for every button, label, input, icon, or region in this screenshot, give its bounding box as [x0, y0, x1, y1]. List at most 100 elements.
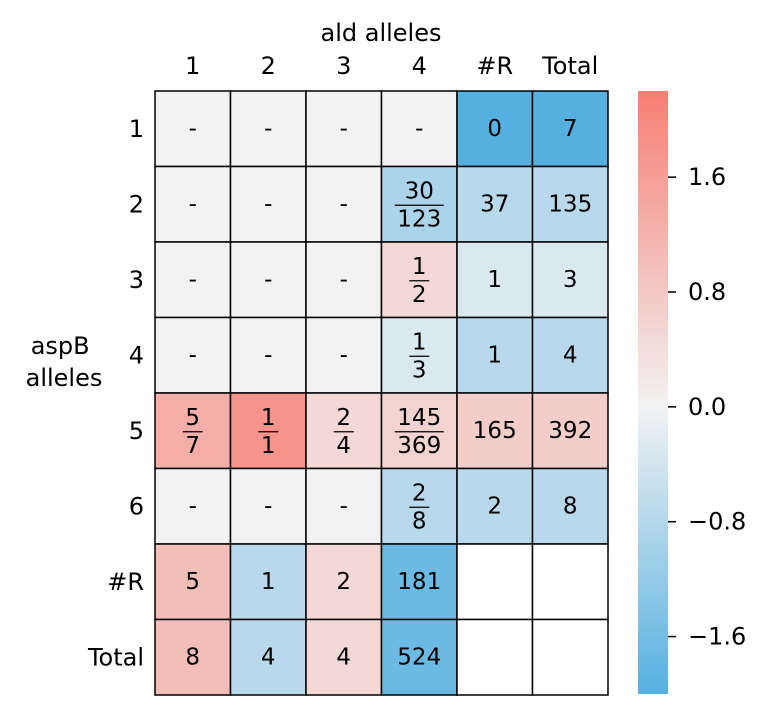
- heatmap-cell: 4: [229, 618, 307, 696]
- row-label: Total: [87, 643, 144, 671]
- column-label: 3: [336, 52, 351, 80]
- heatmap-cell-fill: [531, 467, 609, 545]
- heatmap-cell-fill: [229, 467, 307, 545]
- heatmap-cell-fill: [531, 543, 609, 621]
- cell-value: -: [415, 116, 423, 142]
- cell-value: -: [340, 493, 348, 519]
- heatmap-cell-fill: [531, 241, 609, 319]
- heatmap-cell: -: [229, 467, 307, 545]
- heatmap-cell: 12: [380, 241, 458, 319]
- cell-value: -: [264, 116, 272, 142]
- heatmap-cell-fill: [154, 241, 232, 319]
- column-label: #R: [476, 52, 513, 80]
- heatmap-cell: 13: [380, 316, 458, 394]
- heatmap-cell: 2: [456, 467, 534, 545]
- heatmap-cell-fill: [229, 241, 307, 319]
- heatmap-cell: [531, 543, 609, 621]
- colorbar-tick-label: −0.8: [688, 508, 746, 536]
- heatmap-cell-fill: [456, 241, 534, 319]
- cell-value: 1: [261, 569, 276, 595]
- heatmap-cell-fill: [380, 392, 458, 470]
- cell-numerator: 2: [336, 405, 351, 431]
- heatmap-cell: -: [154, 90, 232, 168]
- cell-value: 4: [563, 342, 578, 368]
- cell-value: -: [189, 116, 197, 142]
- heatmap-cell-fill: [456, 316, 534, 394]
- cell-numerator: 30: [405, 178, 434, 204]
- heatmap-cell-fill: [380, 618, 458, 696]
- heatmap-cell-fill: [305, 392, 383, 470]
- colorbar-tick-label: −1.6: [688, 623, 746, 651]
- cell-value: -: [264, 493, 272, 519]
- heatmap-cell-fill: [531, 392, 609, 470]
- column-label: Total: [541, 52, 598, 80]
- heatmap-cell-fill: [305, 241, 383, 319]
- cell-value: -: [340, 116, 348, 142]
- heatmap-cell: -: [229, 90, 307, 168]
- cell-value: 135: [548, 191, 592, 217]
- row-label: 6: [129, 492, 144, 520]
- heatmap-cell: 28: [380, 467, 458, 545]
- heatmap-cell-fill: [154, 90, 232, 168]
- cell-denominator: 2: [412, 282, 427, 308]
- heatmap-cell: 5: [154, 543, 232, 621]
- heatmap-cell: 7: [531, 90, 609, 168]
- heatmap-cell-fill: [380, 316, 458, 394]
- heatmap-cell: 3: [531, 241, 609, 319]
- heatmap-cell-fill: [305, 316, 383, 394]
- cell-denominator: 4: [336, 433, 351, 459]
- column-labels: 1 2 3 4 #R Total: [185, 52, 598, 80]
- row-label: 4: [129, 341, 144, 369]
- cell-value: 392: [548, 418, 592, 444]
- cell-value: 4: [261, 644, 276, 670]
- row-label: #R: [107, 568, 144, 596]
- heatmap-cell-fill: [380, 165, 458, 243]
- heatmap-cell-fill: [456, 543, 534, 621]
- heatmap-cell: -: [305, 241, 383, 319]
- column-label: 4: [412, 52, 427, 80]
- cell-value: 0: [487, 116, 502, 142]
- heatmap-cell: 11: [229, 392, 307, 470]
- heatmap-cell-fill: [531, 618, 609, 696]
- cell-value: -: [264, 267, 272, 293]
- heatmap-cell: -: [305, 165, 383, 243]
- cell-denominator: 369: [397, 433, 441, 459]
- heatmap-cell: -: [380, 90, 458, 168]
- heatmap-cell-fill: [229, 165, 307, 243]
- heatmap-cell-fill: [229, 90, 307, 168]
- cell-denominator: 8: [412, 508, 427, 534]
- heatmap-cell: -: [305, 90, 383, 168]
- cell-value: 181: [397, 569, 441, 595]
- heatmap-cell: 4: [531, 316, 609, 394]
- cell-value: 5: [185, 569, 200, 595]
- cell-denominator: 1: [261, 433, 276, 459]
- heatmap-cell: 135: [531, 165, 609, 243]
- cell-numerator: 1: [412, 329, 427, 355]
- heatmap-cell: -: [305, 467, 383, 545]
- colorbar-tick-label: 0.8: [688, 278, 726, 306]
- heatmap-cell: [456, 618, 534, 696]
- heatmap-cell-fill: [229, 392, 307, 470]
- heatmap-cell-fill: [456, 165, 534, 243]
- colorbar-ticks: 1.6 0.8 0.0 −0.8 −1.6: [668, 163, 746, 651]
- cell-numerator: 2: [412, 480, 427, 506]
- heatmap-cell: 4: [305, 618, 383, 696]
- cell-denominator: 7: [185, 433, 200, 459]
- heatmap-cell: 8: [154, 618, 232, 696]
- cell-numerator: 1: [412, 254, 427, 280]
- heatmap-cell: 8: [531, 467, 609, 545]
- heatmap-cell-fill: [531, 90, 609, 168]
- heatmap-cell: 0: [456, 90, 534, 168]
- row-label: 2: [129, 190, 144, 218]
- colorbar-tick-label: 1.6: [688, 163, 726, 191]
- heatmap-cell: -: [154, 241, 232, 319]
- heatmap-cell-fill: [229, 316, 307, 394]
- heatmap-cell-fill: [456, 618, 534, 696]
- heatmap-cell: 24: [305, 392, 383, 470]
- heatmap-cell: [456, 543, 534, 621]
- cell-value: -: [264, 342, 272, 368]
- colorbar-tick-label: 0.0: [688, 393, 726, 421]
